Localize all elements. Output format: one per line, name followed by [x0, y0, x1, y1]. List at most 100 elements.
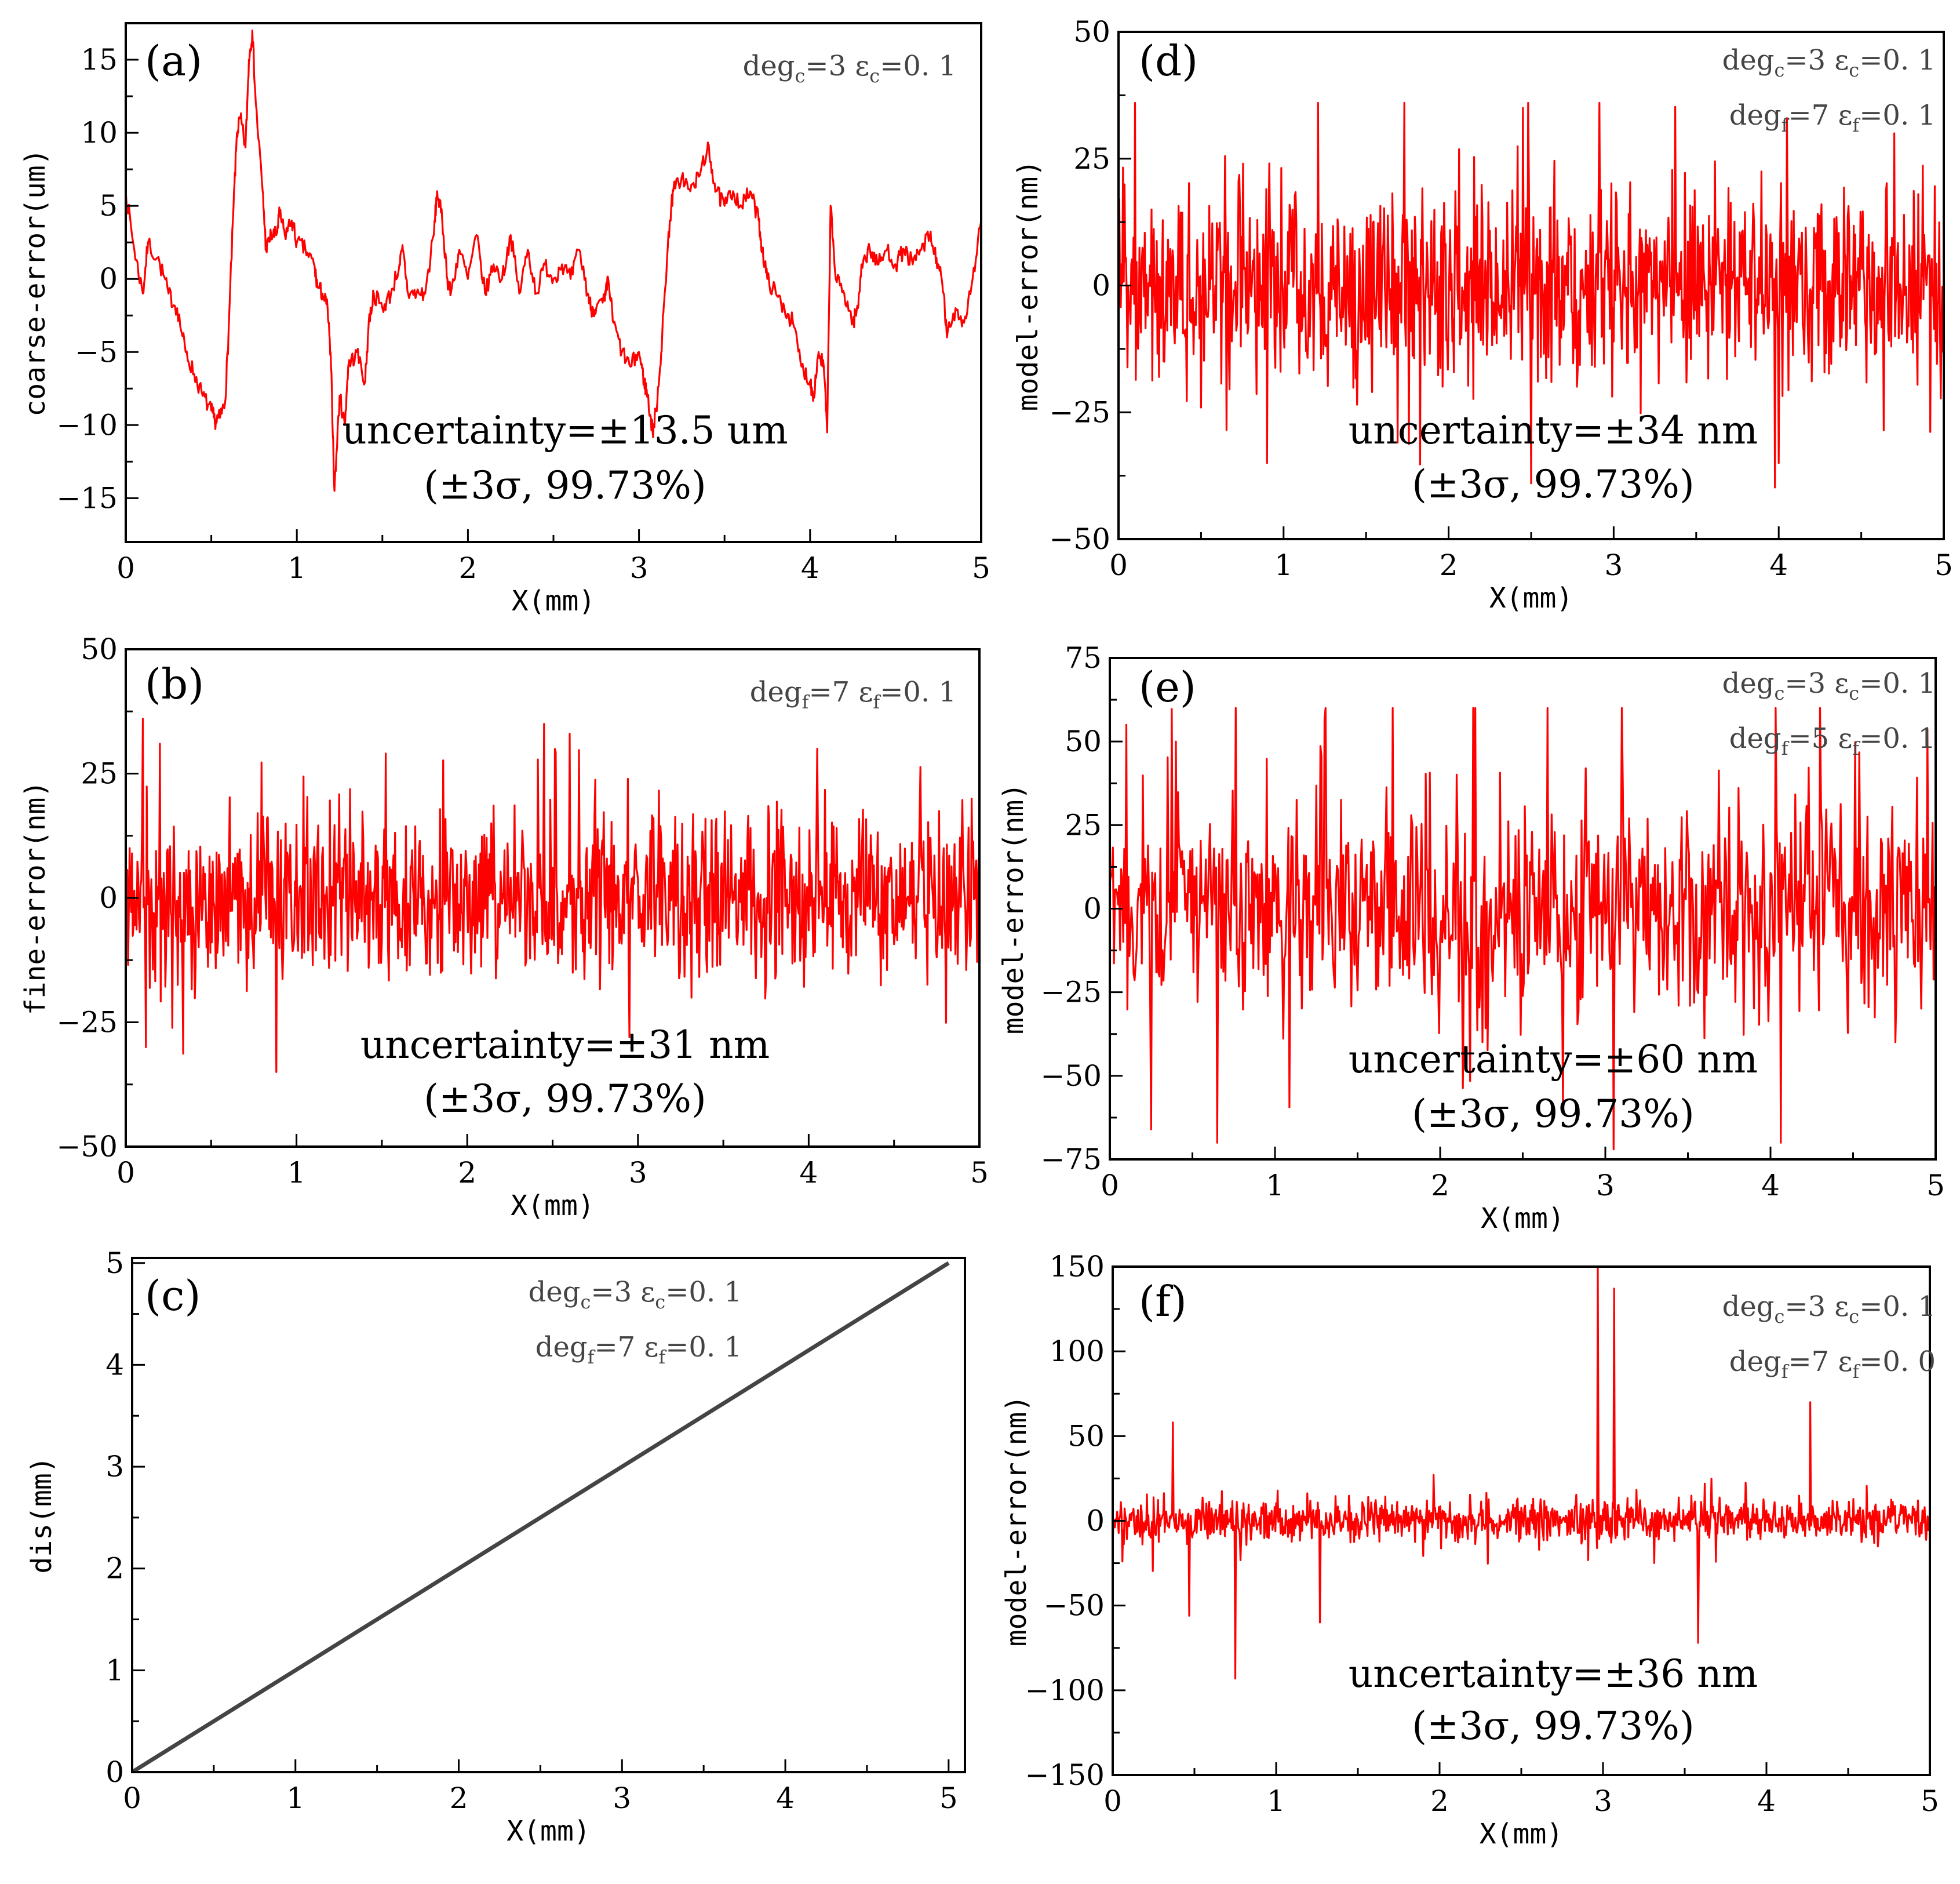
y-axis-label: model-error(nm) [997, 783, 1030, 1034]
y-tick-label: −75 [1040, 1143, 1102, 1176]
sigma-label: (±3σ, 99.73%) [1412, 1092, 1694, 1136]
y-tick-label: 50 [81, 632, 118, 666]
y-tick-label: −50 [1040, 1059, 1102, 1093]
x-tick-label: 3 [629, 1156, 647, 1190]
y-tick-label: 0 [99, 881, 118, 915]
y-axis-label: fine-error(nm) [19, 781, 52, 1016]
x-tick-label: 4 [776, 1781, 795, 1815]
y-axis-label: model-error(nm) [1012, 160, 1044, 411]
x-axis-label: X(mm) [511, 1190, 595, 1222]
uncertainty-label: uncertainty=±34 nm [1349, 408, 1758, 453]
param-line: degc=3 εc=0. 1 [1722, 44, 1936, 81]
param-text: deg [750, 676, 802, 708]
param-subscript: f [802, 691, 810, 713]
y-tick-label: 1 [105, 1653, 124, 1687]
uncertainty-label: uncertainty=±31 nm [360, 1023, 770, 1067]
x-tick-label: 3 [613, 1781, 631, 1815]
y-tick-label: −5 [75, 335, 118, 369]
x-tick-label: 1 [286, 1781, 305, 1815]
x-tick-label: 4 [799, 1156, 818, 1190]
y-tick-label: 5 [105, 1246, 124, 1280]
panel-letter: (d) [1139, 37, 1198, 85]
param-line: degf=7 εf=0. 1 [1729, 99, 1936, 136]
x-tick-label: 4 [1757, 1784, 1776, 1818]
param-line: degc=3 εc=0. 1 [1722, 667, 1936, 704]
param-subscript: f [588, 1346, 596, 1368]
x-tick-label: 3 [1604, 548, 1623, 582]
panel-letter: (f) [1139, 1277, 1187, 1326]
sigma-label: (±3σ, 99.73%) [1412, 462, 1694, 507]
param-text: deg [1722, 667, 1775, 700]
sigma-label: (±3σ, 99.73%) [424, 1076, 706, 1121]
y-tick-label: 50 [1068, 1419, 1105, 1453]
series-line-model-error [1119, 101, 1944, 489]
param-text: deg [529, 1276, 581, 1308]
x-tick-label: 0 [1103, 1784, 1122, 1818]
x-tick-label: 3 [1594, 1784, 1612, 1818]
param-text: deg [1729, 722, 1782, 755]
y-tick-label: −25 [1049, 395, 1110, 429]
y-tick-label: −50 [56, 1130, 118, 1163]
param-subscript: c [1774, 682, 1784, 704]
param-subscript: c [1849, 1305, 1859, 1327]
param-text: =0. 1 [665, 1276, 742, 1308]
y-tick-label: 150 [1050, 1250, 1105, 1283]
y-tick-label: −100 [1025, 1674, 1105, 1707]
y-tick-label: 0 [99, 262, 118, 296]
x-tick-label: 1 [1267, 1784, 1285, 1818]
x-tick-label: 0 [116, 551, 135, 585]
param-text: deg [1729, 99, 1782, 132]
param-text: =0. 1 [1859, 44, 1936, 77]
param-subscript: f [1852, 737, 1860, 759]
param-text: deg [1729, 1345, 1782, 1378]
param-subscript: c [1774, 1305, 1784, 1327]
y-axis-label: coarse-error(um) [19, 148, 52, 416]
param-subscript: c [655, 1291, 665, 1313]
series-line-dis [132, 1261, 950, 1772]
panel-b: 0 1 2 3 4 5 −50 −25 0 25 50 X(mm) fine-error(nm) (b) d… [19, 632, 989, 1222]
x-tick-label: 4 [1769, 548, 1788, 582]
param-line: degc=3 εc=0. 1 [529, 1276, 742, 1313]
plot-frame [131, 1257, 966, 1773]
param-subscript: f [1782, 114, 1790, 136]
series-line-fine-error [126, 718, 979, 1073]
panel-letter: (c) [145, 1271, 201, 1320]
y-tick-label: 25 [1073, 142, 1110, 176]
param-text: =3 ε [805, 50, 869, 82]
y-tick-label: 25 [1065, 808, 1102, 842]
param-line: degc=3 εc=0. 1 [1722, 1290, 1936, 1327]
param-text: =3 ε [1784, 1290, 1849, 1323]
sigma-label: (±3σ, 99.73%) [1412, 1704, 1694, 1748]
param-line: degc=3 εc=0. 1 [743, 50, 956, 87]
panel-a: 0 1 2 3 4 5 −15 −10 −5 0 5 10 15 X(mm) coarse-error(um… [19, 22, 990, 617]
y-tick-label: 50 [1065, 725, 1102, 758]
param-text: =0. 1 [665, 1331, 742, 1363]
y-tick-label: −10 [56, 408, 118, 442]
y-tick-label: 75 [1065, 641, 1102, 675]
param-text: =7 ε [1788, 99, 1852, 132]
x-tick-label: 1 [287, 551, 306, 585]
y-tick-label: 25 [81, 757, 118, 791]
y-tick-label: −150 [1025, 1758, 1105, 1792]
y-tick-label: 0 [105, 1755, 124, 1789]
param-subscript: c [869, 65, 880, 87]
x-tick-label: 5 [939, 1781, 958, 1815]
x-tick-label: 2 [1431, 1169, 1449, 1202]
uncertainty-label: uncertainty=±60 nm [1349, 1037, 1758, 1082]
param-text: deg [1722, 1290, 1775, 1323]
param-text: deg [743, 50, 795, 82]
param-subscript: c [1849, 682, 1859, 704]
panel-letter: (a) [145, 37, 202, 85]
uncertainty-label: uncertainty=±36 nm [1349, 1652, 1758, 1696]
y-tick-label: 3 [105, 1450, 124, 1483]
x-tick-label: 0 [1109, 548, 1128, 582]
x-tick-label: 2 [1440, 548, 1458, 582]
param-text: deg [535, 1331, 588, 1363]
x-tick-label: 0 [123, 1781, 141, 1815]
x-tick-label: 2 [458, 1156, 476, 1190]
x-axis-label: X(mm) [1480, 1818, 1564, 1850]
y-tick-label: 0 [1086, 1504, 1105, 1538]
param-text: =0. 1 [1859, 667, 1936, 700]
panel-d: 0 1 2 3 4 5 −50 −25 0 25 50 X(mm) model-error(nm) (d)… [1012, 15, 1953, 614]
series-line-coarse-error [126, 30, 981, 492]
